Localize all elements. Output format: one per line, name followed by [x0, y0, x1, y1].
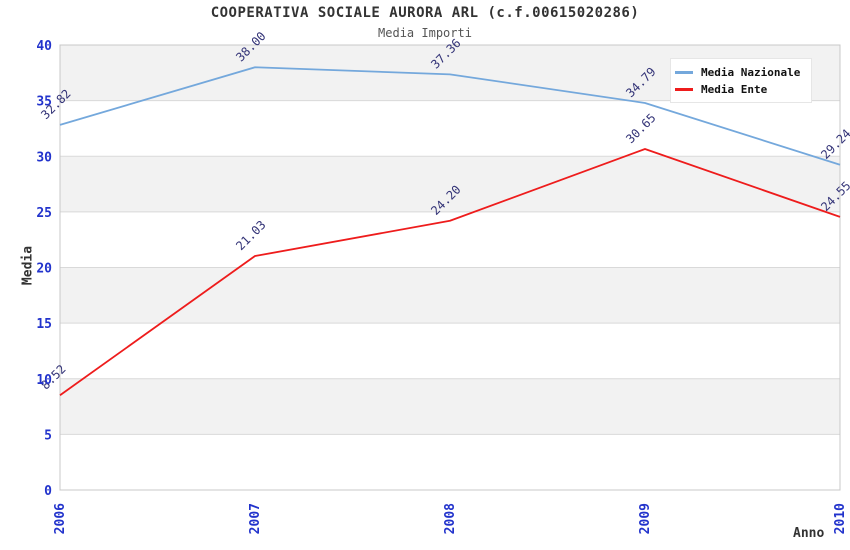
svg-text:30: 30	[36, 150, 52, 165]
svg-text:15: 15	[36, 317, 52, 332]
svg-text:0: 0	[44, 484, 52, 499]
media-nazionale-line-swatch	[675, 71, 693, 74]
svg-text:20: 20	[36, 262, 52, 277]
svg-text:10: 10	[36, 373, 52, 388]
y-axis-title: Media	[20, 245, 36, 286]
svg-text:21.03: 21.03	[233, 218, 268, 253]
svg-text:35: 35	[36, 95, 52, 110]
legend-label-media-ente: Media Ente	[701, 83, 768, 96]
svg-text:2010: 2010	[833, 503, 848, 534]
legend-label-media-nazionale: Media Nazionale	[701, 66, 801, 79]
svg-text:2008: 2008	[443, 503, 458, 534]
svg-text:40: 40	[36, 39, 52, 54]
x-axis-title: Anno	[793, 526, 825, 541]
legend: Media Nazionale Media Ente	[670, 58, 812, 103]
svg-text:2007: 2007	[248, 503, 263, 534]
svg-text:25: 25	[36, 206, 52, 221]
chart-title: COOPERATIVA SOCIALE AURORA ARL (c.f.0061…	[210, 5, 640, 21]
chart-subtitle: Media Importi	[378, 26, 472, 40]
legend-item-media-ente: Media Ente	[675, 81, 803, 98]
svg-text:5: 5	[44, 428, 52, 443]
media-ente-line-swatch	[675, 88, 693, 91]
legend-item-media-nazionale: Media Nazionale	[675, 64, 803, 81]
svg-text:2009: 2009	[638, 503, 653, 534]
svg-text:30.65: 30.65	[623, 111, 658, 146]
svg-text:2006: 2006	[53, 503, 68, 534]
